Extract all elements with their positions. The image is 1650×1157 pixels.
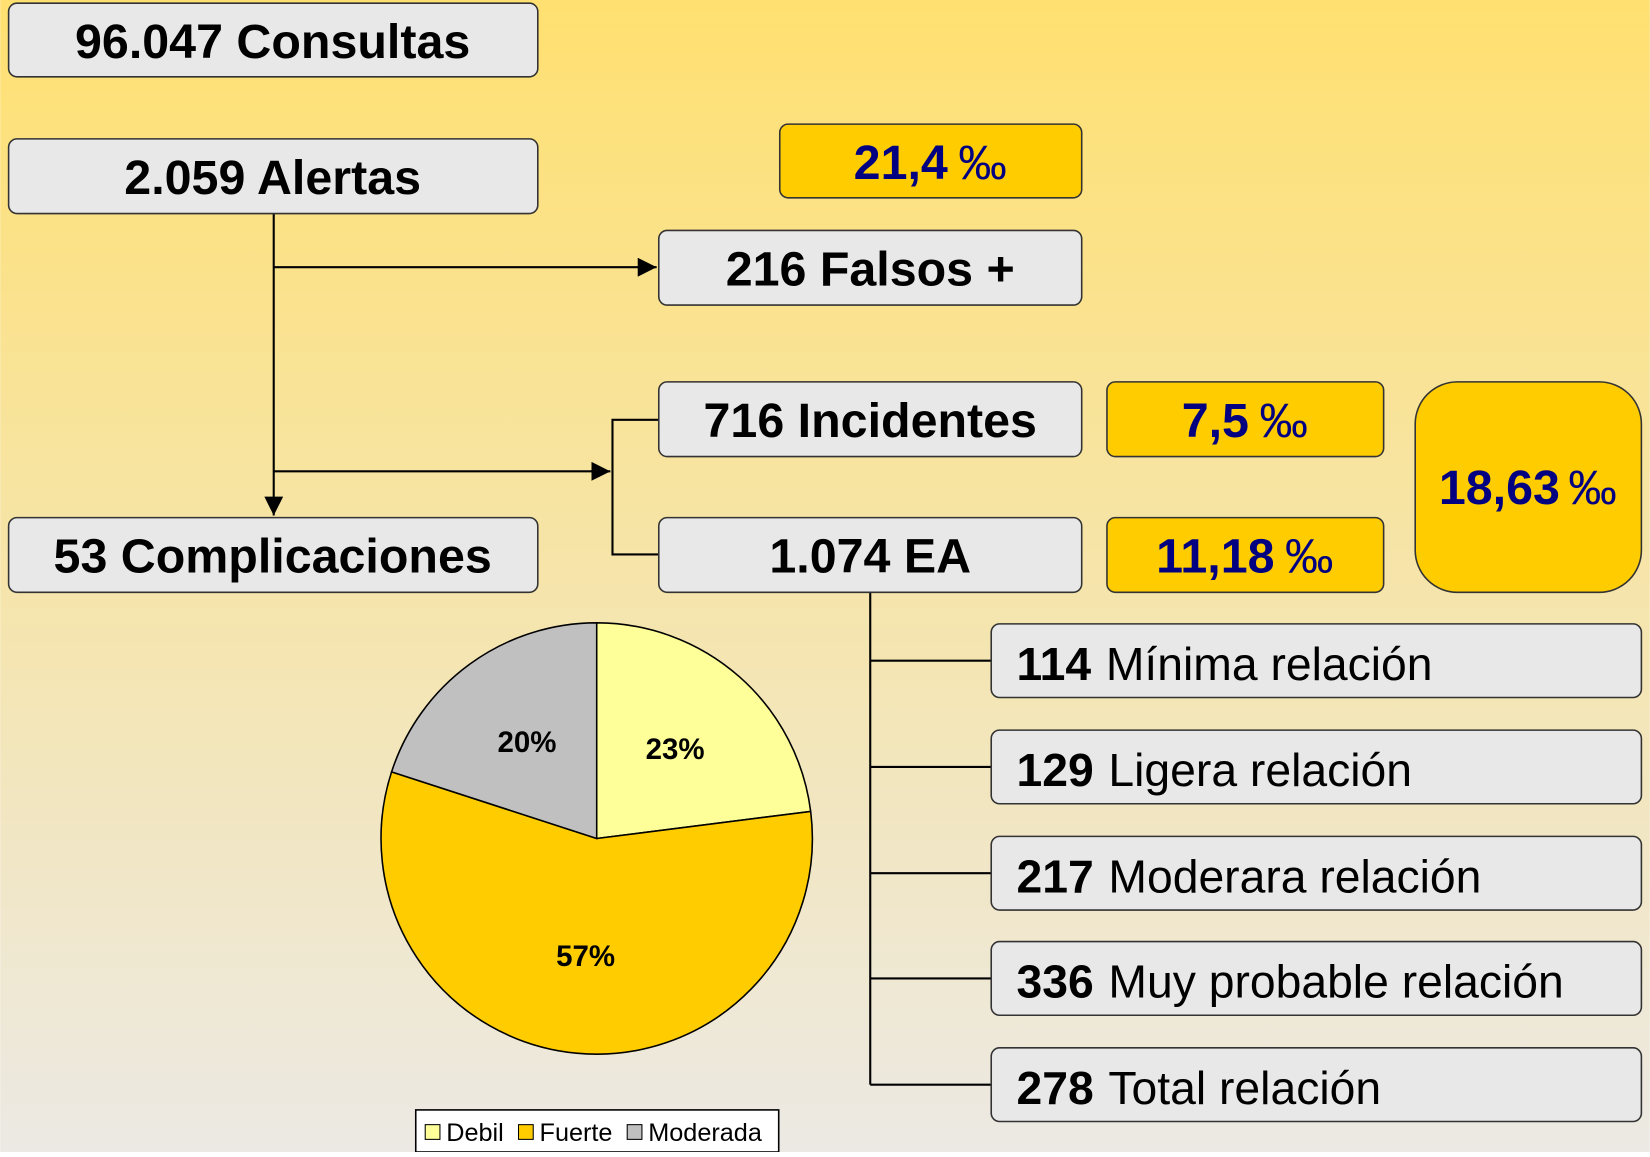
node-box — [657, 516, 1083, 594]
rate-value: 18,63 — [1439, 461, 1560, 515]
rate-unit: ‰ — [1568, 461, 1616, 515]
breakdown-item: 114 Mínima relación — [1016, 638, 1432, 690]
node-label: 96.047 Consultas — [75, 15, 470, 69]
breakdown-count: 129 — [1016, 744, 1093, 796]
legend-label: Debil — [446, 1119, 504, 1147]
node-box — [7, 516, 539, 594]
breakdown-label: Total relación — [1108, 1062, 1381, 1114]
legend-swatch — [626, 1124, 643, 1140]
breakdown-box — [990, 1047, 1643, 1123]
rate-value: 11,18 — [1156, 530, 1274, 584]
rate: 21,4 ‰ — [854, 136, 1007, 190]
breakdown-item: 336 Muy probable relación — [1016, 956, 1563, 1008]
rate: 7,5 ‰ — [1182, 394, 1308, 448]
pie-chart: 23% 57% 20% Debil Fuerte Moderada — [380, 622, 814, 1153]
rate-box — [1106, 516, 1385, 594]
node-label: 53 Complicaciones — [54, 530, 492, 584]
breakdown-label: Muy probable relación — [1108, 956, 1563, 1008]
rate: 18,63 ‰ — [1439, 461, 1617, 515]
slice-label: 20% — [498, 726, 557, 759]
breakdown-count: 278 — [1016, 1062, 1093, 1114]
breakdown-count: 336 — [1016, 956, 1093, 1008]
rate-unit: ‰ — [1259, 394, 1307, 448]
rate: 11,18 ‰ — [1156, 530, 1333, 584]
rate-box — [1106, 381, 1385, 458]
legend-label: Fuerte — [540, 1119, 613, 1147]
breakdown-box — [990, 940, 1643, 1017]
rate-unit: ‰ — [1285, 530, 1333, 584]
node-label: 216 Falsos + — [726, 242, 1015, 296]
node-label: 2.059 Alertas — [124, 151, 421, 205]
breakdown-box — [990, 835, 1643, 911]
breakdown-box — [990, 729, 1643, 805]
ea-breakdown: 114 Mínima relación 129 Ligera relación 217 M… — [990, 623, 1643, 1123]
rate-box — [1414, 381, 1643, 594]
node-box — [657, 381, 1083, 458]
legend-swatch — [424, 1124, 441, 1140]
legend-swatch — [517, 1124, 534, 1140]
breakdown-label: Mínima relación — [1106, 638, 1433, 690]
pie-slice — [390, 622, 598, 840]
node-label: 1.074 EA — [769, 530, 971, 584]
connectors — [264, 213, 992, 1086]
breakdown-count: 217 — [1016, 850, 1093, 902]
breakdown-label: Moderara relación — [1108, 850, 1481, 902]
node-label: 716 Incidentes — [704, 394, 1037, 448]
node-box — [657, 229, 1083, 306]
pie-slice — [595, 622, 812, 840]
pie-slice — [380, 770, 814, 1055]
legend-label: Moderada — [648, 1119, 763, 1147]
rate-value: 21,4 — [854, 136, 948, 190]
breakdown-count: 114 — [1016, 638, 1091, 690]
node-box — [7, 138, 539, 215]
breakdown-item: 217 Moderara relación — [1016, 850, 1481, 902]
rate-box — [778, 123, 1083, 199]
slice-label: 57% — [556, 940, 615, 973]
node-box — [7, 2, 539, 78]
rate-unit: ‰ — [958, 136, 1006, 190]
breakdown-item: 278 Total relación — [1016, 1062, 1381, 1114]
breakdown-item: 129 Ligera relación — [1016, 744, 1412, 796]
rate-value: 7,5 — [1182, 394, 1249, 448]
slice-label: 23% — [646, 733, 705, 766]
breakdown-box — [990, 623, 1643, 699]
breakdown-label: Ligera relación — [1108, 744, 1412, 796]
